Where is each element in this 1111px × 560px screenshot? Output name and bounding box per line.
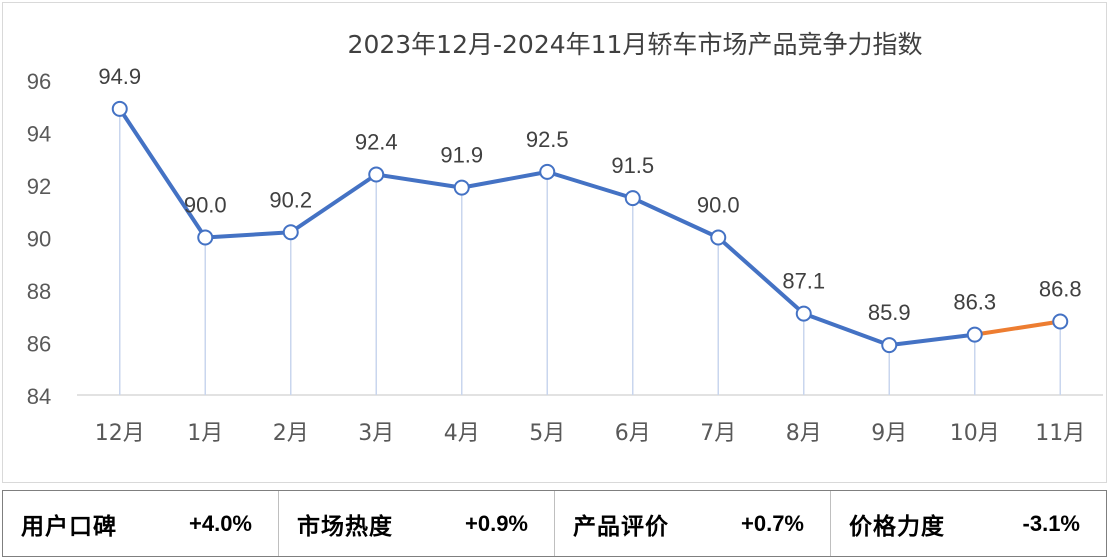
chart-title: 2023年12月-2024年11月轿车市场产品竞争力指数 (348, 30, 923, 59)
x-tick-label: 12月 (95, 421, 145, 446)
data-label: 91.5 (611, 153, 654, 178)
data-label: 85.9 (868, 300, 911, 325)
stats-bar: 用户口碑 +4.0% 市场热度 +0.9% 产品评价 +0.7% 价格力度 -3… (2, 490, 1107, 557)
stat-label: 价格力度 (849, 513, 945, 540)
data-label: 86.3 (953, 290, 996, 315)
series-segment (630, 196, 721, 240)
data-point (111, 100, 128, 117)
stat-value: +0.9% (465, 510, 528, 536)
data-label: 92.5 (526, 127, 569, 152)
stat-label: 产品评价 (573, 513, 669, 540)
y-tick-label: 90 (27, 227, 51, 252)
data-point (368, 166, 385, 183)
drop-lines (119, 108, 1061, 395)
x-tick-label: 4月 (444, 421, 480, 446)
series-segment (801, 311, 892, 348)
data-label: 92.4 (355, 130, 398, 155)
series-segment (117, 106, 208, 240)
series-segment (203, 230, 293, 240)
stat-user-reputation: 用户口碑 +4.0% (3, 491, 279, 556)
chart-panel: 2023年12月-2024年11月轿车市场产品竞争力指数 84 86 88 90 92 9… (2, 2, 1107, 483)
data-labels: 94.9 90.0 90.2 92.4 91.9 92.5 91.5 90.0 87.1 85.9… (98, 64, 1081, 325)
series-segment (288, 172, 379, 235)
y-axis: 84 86 88 90 92 94 96 (27, 69, 51, 409)
data-label: 90.2 (269, 187, 312, 212)
series-segment (716, 235, 806, 316)
y-tick-label: 84 (27, 384, 51, 409)
line-chart: 2023年12月-2024年11月轿车市场产品竞争力指数 84 86 88 90 92 9… (27, 30, 1103, 446)
stat-label: 市场热度 (297, 513, 393, 540)
x-tick-label: 5月 (529, 421, 565, 446)
stat-value: -3.1% (1022, 510, 1080, 536)
data-point (795, 305, 812, 322)
data-label: 90.0 (697, 193, 740, 218)
series-segment (459, 169, 550, 190)
data-point (881, 337, 898, 354)
series-segment (545, 169, 635, 201)
stat-value: +4.0% (189, 510, 252, 536)
data-point (197, 229, 214, 246)
data-point (282, 224, 299, 241)
data-label: 87.1 (782, 269, 825, 294)
data-label: 91.9 (440, 143, 483, 168)
stat-market-heat: 市场热度 +0.9% (279, 491, 555, 556)
x-tick-label: 2月 (273, 421, 309, 446)
stat-value: +0.7% (741, 510, 804, 536)
x-tick-label: 9月 (871, 421, 907, 446)
y-tick-label: 92 (27, 174, 51, 199)
series-line (117, 106, 1063, 348)
data-point (453, 179, 470, 196)
x-tick-label: 6月 (615, 421, 651, 446)
data-point (966, 326, 983, 343)
stat-price-strength: 价格力度 -3.1% (831, 491, 1106, 556)
y-tick-label: 94 (27, 122, 51, 147)
stat-label: 用户口碑 (21, 513, 117, 540)
data-point (624, 190, 641, 207)
x-tick-label: 3月 (358, 421, 394, 446)
x-tick-label: 7月 (700, 421, 736, 446)
x-tick-label: 1月 (187, 421, 223, 446)
y-tick-label: 88 (27, 279, 51, 304)
x-tick-label: 8月 (786, 421, 822, 446)
data-point (1052, 313, 1069, 330)
stat-product-review: 产品评价 +0.7% (555, 491, 831, 556)
data-point (710, 229, 727, 246)
y-tick-label: 86 (27, 332, 51, 357)
series-segment-highlight (972, 319, 1063, 337)
data-point (539, 163, 556, 180)
data-label: 94.9 (98, 64, 141, 89)
x-axis: 12月 1月 2月 3月 4月 5月 6月 7月 8月 9月 10月 11月 (77, 394, 1103, 446)
data-label: 90.0 (184, 193, 227, 218)
series-segment (374, 172, 464, 190)
x-tick-label: 11月 (1035, 421, 1085, 446)
y-tick-label: 96 (27, 69, 51, 94)
series-segment (887, 332, 977, 348)
markers (111, 100, 1069, 354)
data-label: 86.8 (1039, 277, 1082, 302)
x-tick-label: 10月 (950, 421, 1000, 446)
